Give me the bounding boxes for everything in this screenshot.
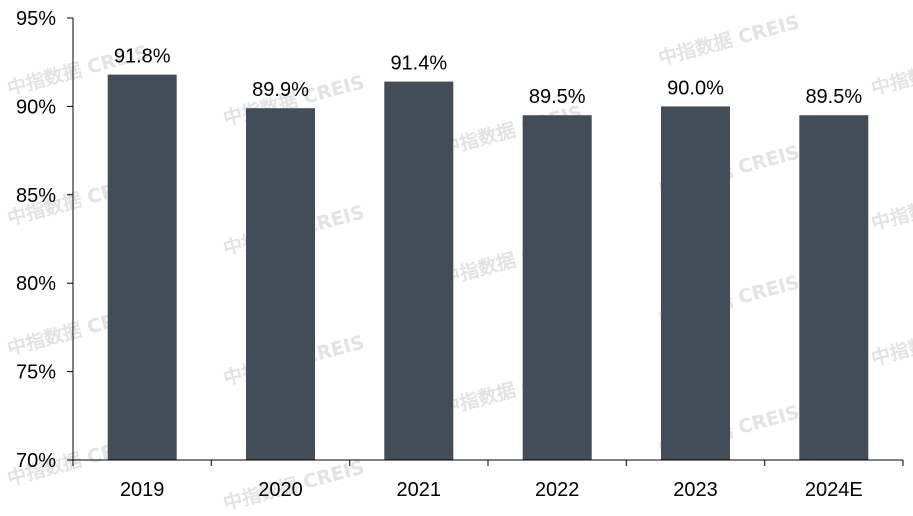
x-tick-label: 2024E	[805, 479, 863, 501]
y-tick-label: 80%	[16, 273, 56, 295]
bar-2024E	[799, 115, 869, 460]
y-tick-label: 75%	[16, 362, 56, 384]
x-axis: 2019 2020 2021 2022 2023 2024E	[72, 459, 904, 501]
value-label: 90.0%	[667, 77, 724, 99]
bar-chart: 91.8% 89.9% 91.4% 89.5% 90.0% 89.5% 70% 75% 80%…	[16, 8, 904, 501]
value-labels-group: 91.8% 89.9% 91.4% 89.5% 90.0% 89.5%	[114, 46, 863, 109]
value-label: 91.4%	[390, 53, 447, 75]
y-tick-label: 85%	[16, 185, 56, 207]
bars-group	[107, 74, 869, 461]
bar-2023	[661, 106, 730, 461]
x-tick-label: 2021	[397, 479, 442, 501]
y-axis: 70% 75% 80% 85% 90% 95%	[16, 8, 74, 472]
x-tick-label: 2019	[120, 479, 165, 501]
y-tick-label: 70%	[16, 450, 56, 472]
y-tick-label: 95%	[16, 8, 56, 30]
value-label: 89.5%	[805, 86, 862, 108]
y-tick-label: 90%	[16, 96, 56, 118]
x-tick-label: 2022	[535, 479, 580, 501]
value-label: 89.9%	[252, 79, 309, 101]
value-label: 91.8%	[114, 46, 171, 68]
bar-2021	[384, 81, 454, 460]
bar-2022	[522, 115, 592, 460]
value-label: 89.5%	[529, 86, 586, 108]
x-tick-label: 2020	[258, 479, 303, 501]
bar-2019	[107, 74, 177, 460]
bar-2020	[246, 108, 315, 460]
x-tick-label: 2023	[673, 479, 718, 501]
